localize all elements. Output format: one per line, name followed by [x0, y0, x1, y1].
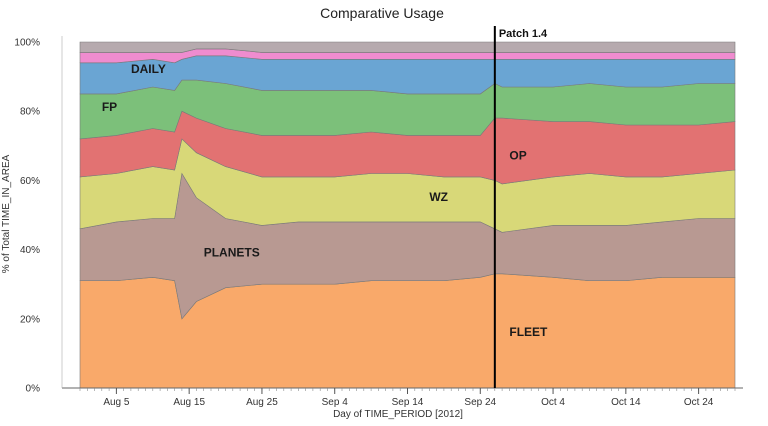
x-tick-label: Aug 15 — [173, 397, 205, 408]
band-label-daily: DAILY — [131, 62, 166, 76]
x-tick-label: Sep 4 — [322, 397, 349, 408]
x-tick-label: Oct 14 — [611, 397, 641, 408]
annotations-group: Patch 1.4 — [493, 26, 548, 388]
y-axis-label: % of Total TIME_IN_AREA — [1, 154, 12, 273]
x-axis-label: Day of TIME_PERIOD [2012] — [333, 409, 463, 420]
x-tick-label: Sep 14 — [392, 397, 424, 408]
y-tick-label: 40% — [20, 245, 40, 256]
y-tick-label: 0% — [26, 384, 41, 395]
x-tick-label: Oct 24 — [684, 397, 714, 408]
area-series-unlabeled-7 — [79, 41, 736, 53]
area-series-group — [79, 41, 736, 389]
x-tick-label: Aug 5 — [103, 397, 130, 408]
band-label-planets: PLANETS — [204, 246, 260, 260]
band-label-fp: FP — [102, 100, 117, 114]
y-tick-label: 60% — [20, 176, 40, 187]
chart-title: Comparative Usage — [320, 5, 444, 21]
axes-group: 0% 20% 40% 60% 80% 100% Aug 5 Aug 15 Aug 25 Sep 4… — [14, 36, 743, 408]
band-label-wz: WZ — [429, 190, 448, 204]
band-label-fleet: FLEET — [509, 325, 548, 339]
patch-marker-label: Patch 1.4 — [499, 28, 548, 40]
x-tick-label: Sep 24 — [464, 397, 496, 408]
band-labels-group: DAILY FP OP WZ PLANETS FLEET — [102, 62, 548, 339]
x-tick-label: Oct 4 — [541, 397, 565, 408]
y-tick-label: 20% — [20, 314, 40, 325]
y-tick-label: 100% — [14, 38, 40, 49]
band-label-op: OP — [509, 149, 526, 163]
y-tick-label: 80% — [20, 107, 40, 118]
x-tick-label: Aug 25 — [246, 397, 278, 408]
